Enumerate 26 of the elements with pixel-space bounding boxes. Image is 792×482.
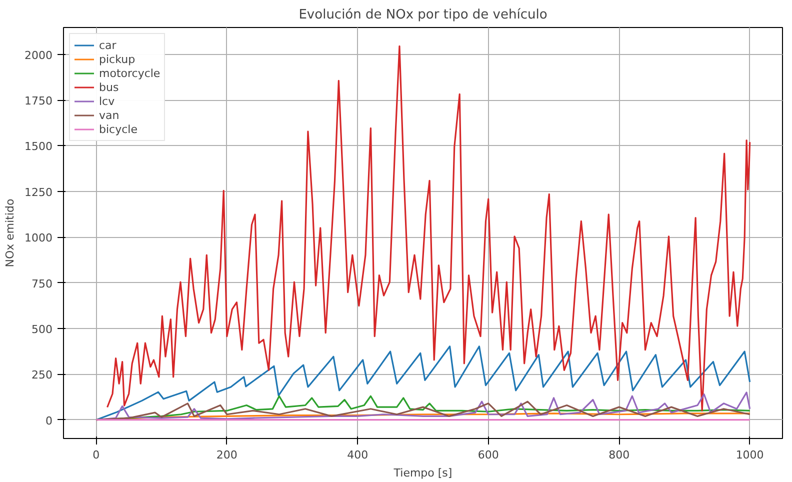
y-tick-label: 1750 [24, 94, 53, 108]
x-tick-label: 1000 [736, 448, 764, 462]
x-tick-label: 0 [92, 448, 100, 462]
legend-label: lcv [99, 94, 116, 108]
legend-label: motorcycle [99, 66, 160, 80]
y-tick-label: 2000 [24, 48, 53, 62]
legend-label: pickup [99, 52, 136, 66]
chart-title: Evolución de NOx por tipo de vehículo [298, 8, 548, 22]
x-tick-label: 800 [608, 448, 630, 462]
y-tick-label: 1000 [24, 232, 53, 245]
y-axis-title: NOx emitido [4, 198, 17, 268]
y-tick-label: 750 [32, 277, 53, 290]
y-tick-label: 1250 [24, 186, 53, 199]
legend-label: car [99, 38, 118, 52]
line-series [95, 346, 751, 421]
x-tick-label: 600 [478, 448, 499, 462]
x-axis-title: Tiempo [s] [392, 466, 452, 480]
y-tick-label: 1500 [24, 140, 53, 154]
legend-label: bus [99, 80, 119, 94]
x-tick-label: 200 [216, 448, 238, 462]
y-tick-label: 500 [32, 322, 53, 336]
x-tick-label: 400 [347, 448, 368, 462]
y-tick-label: 250 [32, 368, 53, 382]
legend-label: bicycle [99, 122, 138, 136]
legend-label: van [99, 108, 120, 122]
y-tick-label: 0 [46, 414, 52, 428]
